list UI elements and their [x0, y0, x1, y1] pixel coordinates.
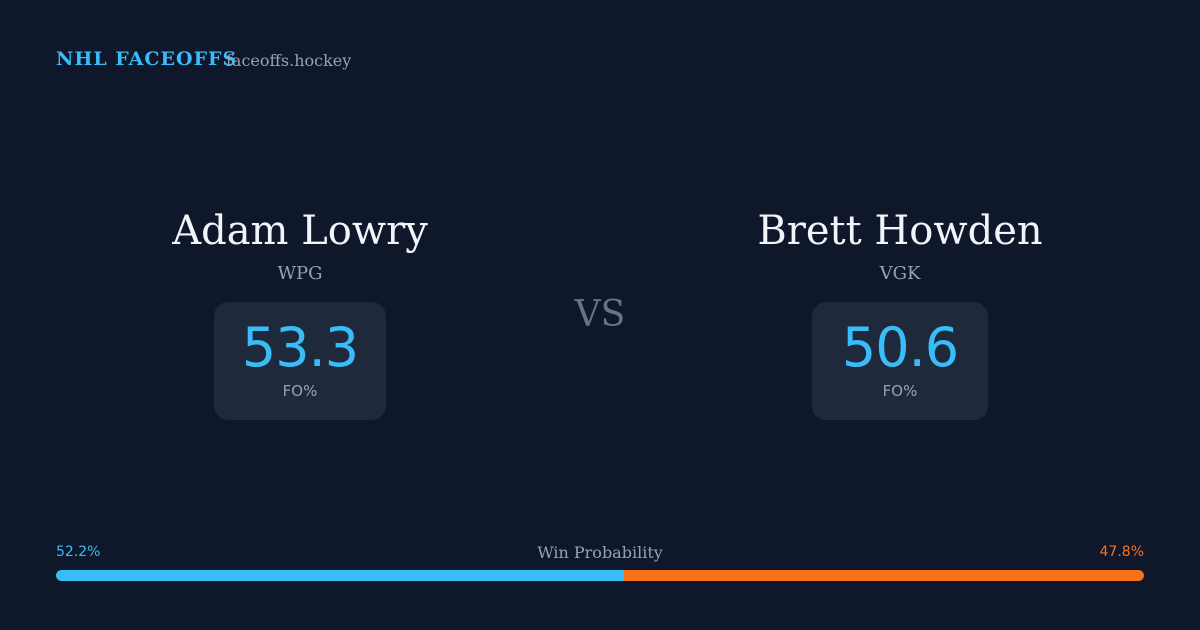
player-team: VGK	[879, 263, 921, 284]
fo-value: 50.6	[841, 316, 959, 379]
win-prob-title: Win Probability	[537, 543, 663, 562]
win-prob-label: 47.8%	[1099, 544, 1144, 560]
player-name: Brett Howden	[757, 208, 1043, 254]
fo-label: FO%	[882, 382, 918, 400]
stat-box	[214, 302, 386, 420]
win-prob-segment	[623, 570, 1144, 581]
versus: VS	[574, 294, 626, 335]
fo-value: 53.3	[241, 316, 359, 379]
brand-title: NHL FACEOFFS	[56, 48, 238, 70]
win-prob-segment	[56, 570, 624, 581]
win-prob-bar	[56, 570, 1144, 581]
site-name: faceoffs.hockey	[226, 51, 352, 70]
player-name: Adam Lowry	[172, 208, 428, 254]
fo-label: FO%	[282, 382, 318, 400]
win-prob-label: 52.2%	[56, 544, 101, 560]
player-team: WPG	[277, 263, 323, 284]
stat-box	[812, 302, 988, 420]
